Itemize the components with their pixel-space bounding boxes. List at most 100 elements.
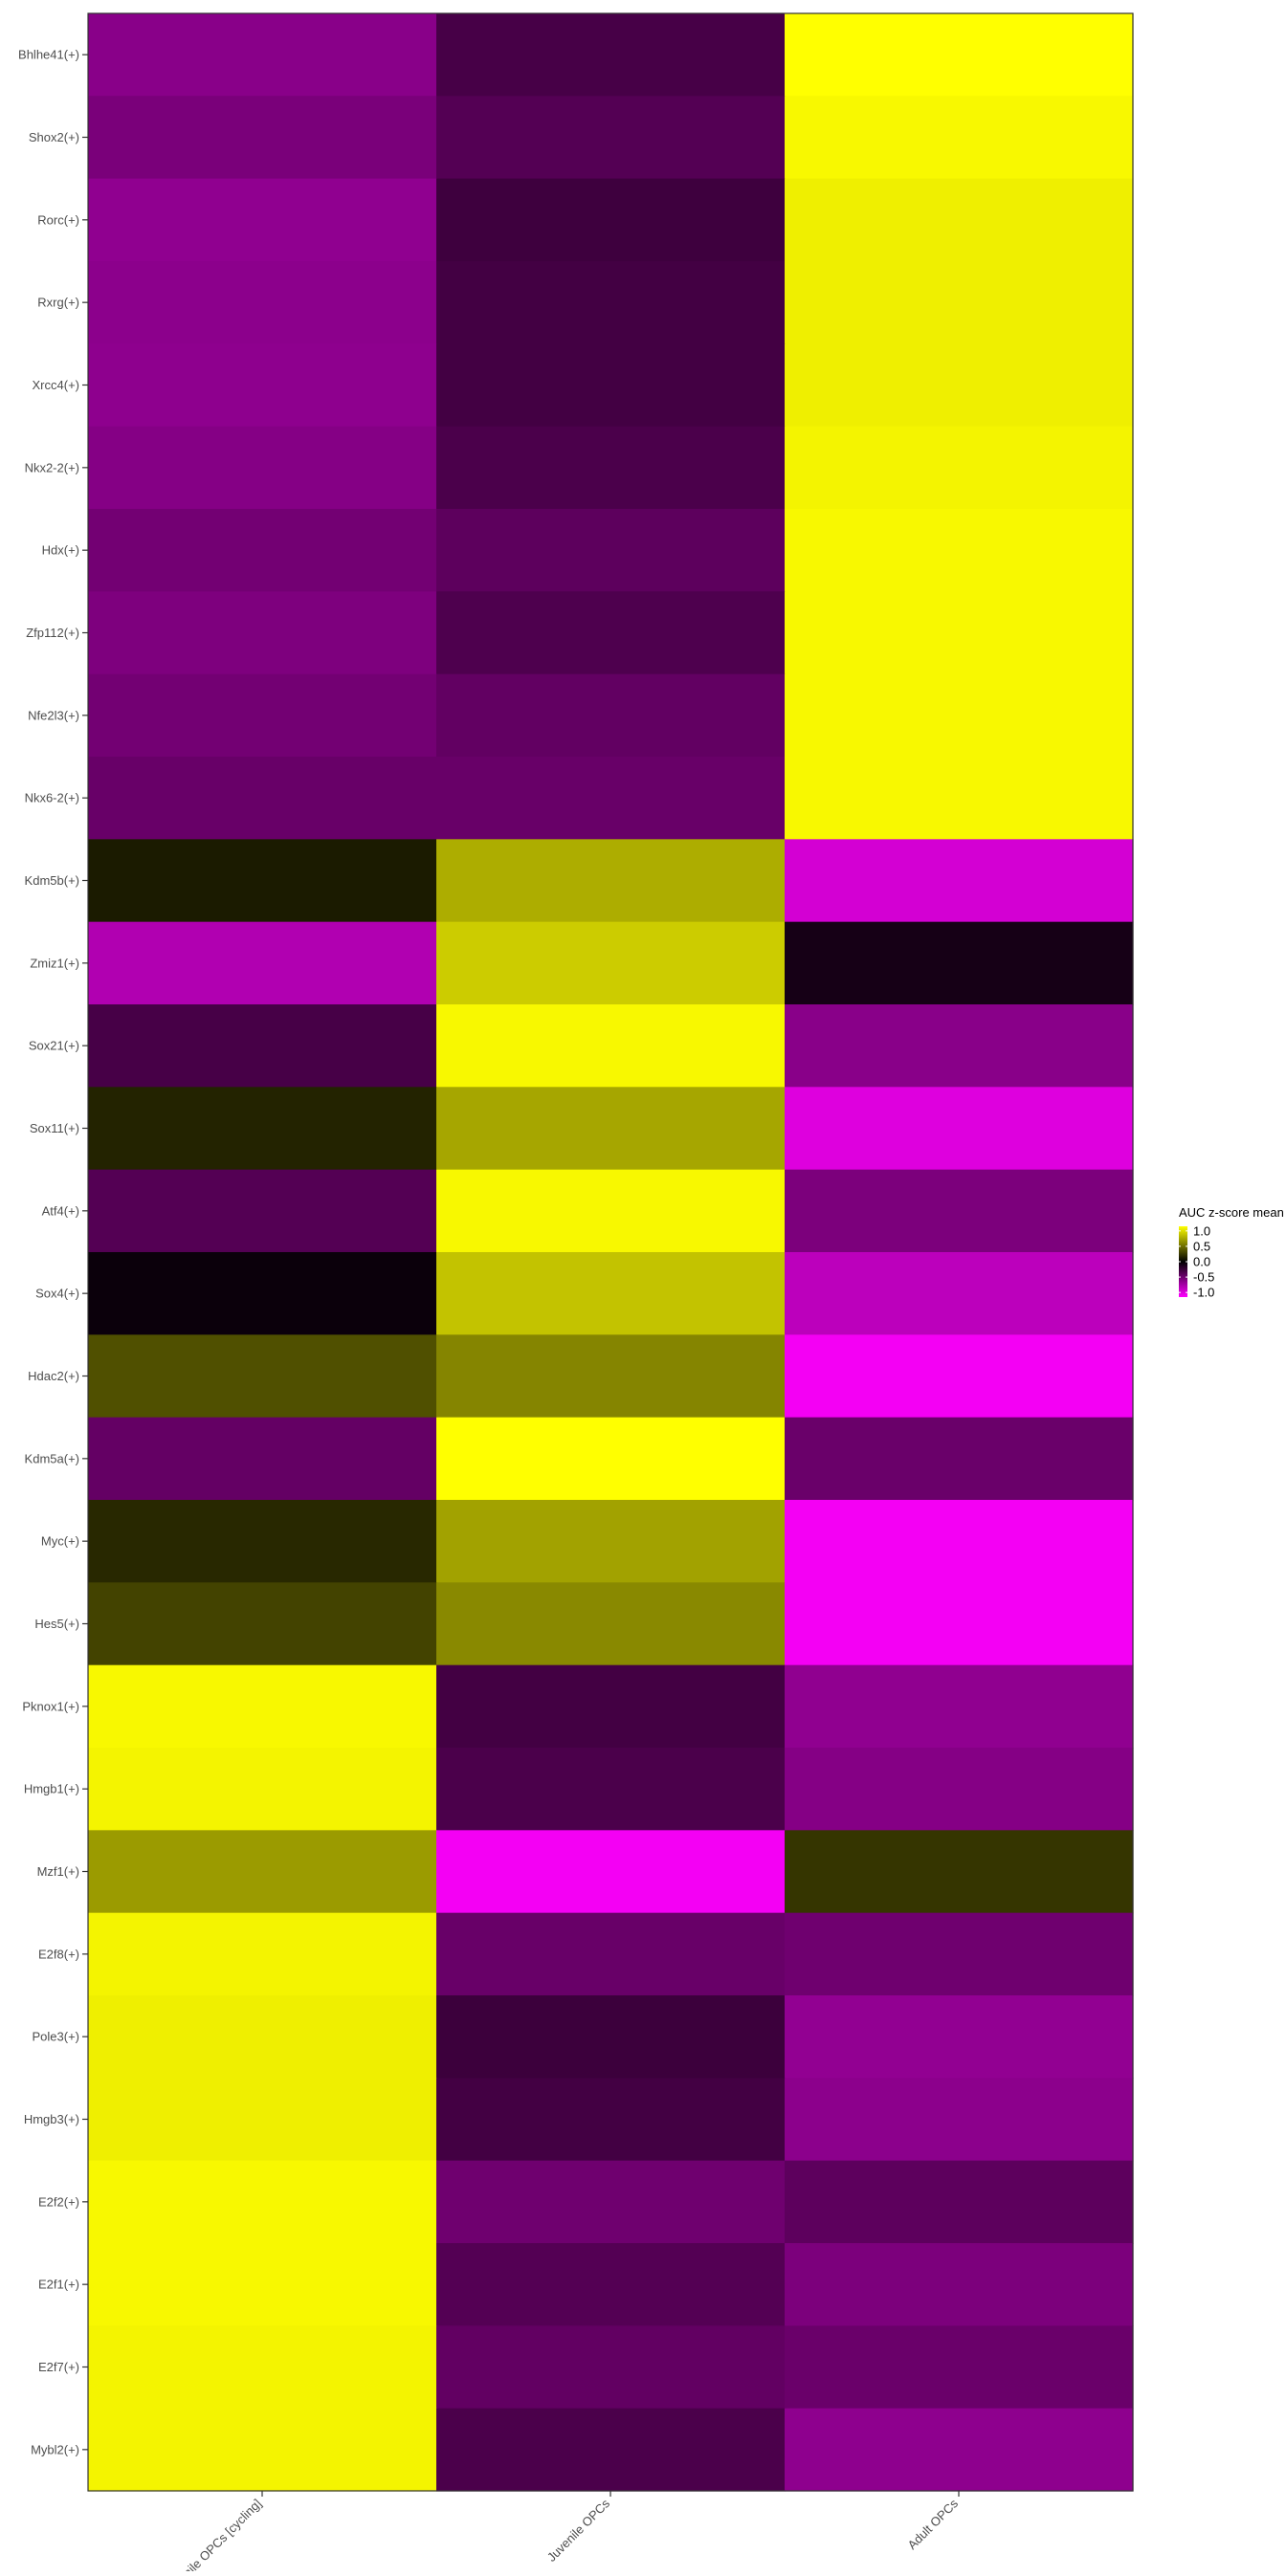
heatmap-cell [88, 343, 437, 428]
y-tick-label: E2f7(+) [38, 2360, 79, 2374]
heatmap-cell [88, 1582, 437, 1666]
heatmap-cell [88, 96, 437, 180]
heatmap-cell [88, 673, 437, 758]
heatmap-cell [436, 1748, 786, 1831]
heatmap-cell [436, 426, 786, 510]
y-tick-label: Bhlhe41(+) [18, 48, 79, 62]
heatmap-cell [436, 1004, 786, 1088]
y-tick-label: Sox4(+) [35, 1287, 79, 1301]
y-tick-label: Mybl2(+) [31, 2442, 79, 2456]
y-tick-label: Rxrg(+) [37, 296, 79, 310]
heatmap-cell [88, 839, 437, 923]
heatmap-cell [88, 426, 437, 510]
y-tick-label: Pole3(+) [33, 2030, 80, 2044]
heatmap-cell [88, 1004, 437, 1088]
y-tick-label: Hdx(+) [42, 543, 79, 558]
heatmap-cell [436, 1664, 786, 1749]
heatmap-cell [88, 2160, 437, 2244]
y-tick-label: Atf4(+) [42, 1203, 79, 1218]
heatmap-cell [88, 2408, 437, 2492]
heatmap-cell [436, 1582, 786, 1666]
heatmap-cell [785, 839, 1134, 923]
heatmap-cell [785, 178, 1134, 262]
y-tick-label: Nkx6-2(+) [25, 791, 79, 805]
y-tick-label: Myc(+) [41, 1534, 79, 1549]
heatmap-cell [436, 1995, 786, 2079]
y-tick-label: Hes5(+) [34, 1617, 79, 1631]
heatmap-cell [436, 509, 786, 592]
heatmap-cell [785, 1252, 1134, 1335]
heatmap-cell [785, 1582, 1134, 1666]
heatmap-cell [785, 2078, 1134, 2162]
heatmap-cell [436, 343, 786, 428]
heatmap-cell [436, 2408, 786, 2492]
heatmap-cell [88, 2243, 437, 2326]
heatmap-cell [88, 1830, 437, 1914]
heatmap-cell [436, 1087, 786, 1171]
y-tick-label: Rorc(+) [37, 212, 79, 227]
heatmap-cell [785, 1748, 1134, 1831]
y-tick-label: Hdac2(+) [28, 1369, 79, 1383]
heatmap-cell [88, 13, 437, 97]
heatmap-cell [436, 2160, 786, 2244]
heatmap-cell [88, 1169, 437, 1253]
heatmap-cell [436, 2243, 786, 2326]
heatmap-cell [88, 178, 437, 262]
heatmap-cell [785, 921, 1134, 1005]
heatmap-cell [785, 509, 1134, 592]
heatmap-cell [436, 2078, 786, 2162]
heatmap-cell [785, 1417, 1134, 1501]
heatmap-cell [785, 96, 1134, 180]
heatmap-cell [88, 1417, 437, 1501]
heatmap-cell [436, 261, 786, 344]
legend-color-bar [1179, 1226, 1187, 1297]
y-tick-label: Shox2(+) [29, 130, 79, 144]
legend-tick-label: -1.0 [1193, 1286, 1214, 1300]
legend-title: AUC z-score mean [1179, 1205, 1284, 1220]
y-tick-label: Mzf1(+) [37, 1864, 79, 1879]
heatmap-cell [785, 673, 1134, 758]
y-tick-label: Kdm5b(+) [25, 873, 79, 888]
heatmap-cell [88, 921, 437, 1005]
x-tick-label: Adult OPCs [904, 2496, 961, 2552]
heatmap-cell [785, 1169, 1134, 1253]
legend-tick-label: 0.0 [1193, 1255, 1210, 1269]
heatmap-cell [436, 591, 786, 675]
heatmap-cell [436, 757, 786, 840]
heatmap-cells [88, 13, 1134, 2492]
heatmap-cell [436, 1169, 786, 1253]
heatmap-cell [88, 1912, 437, 1996]
heatmap-cell [436, 839, 786, 923]
y-tick-label: Zmiz1(+) [30, 956, 79, 970]
heatmap-cell [785, 1500, 1134, 1583]
heatmap-cell [785, 13, 1134, 97]
y-tick-label: E2f8(+) [38, 1947, 79, 1961]
heatmap-cell [785, 1912, 1134, 1996]
legend-ticks: 1.00.5 0.0-0.5-1.0 [1179, 1223, 1214, 1300]
heatmap-cell [785, 2325, 1134, 2410]
heatmap-cell [436, 178, 786, 262]
x-tick-label: Juvenile OPCs [544, 2496, 613, 2565]
heatmap-cell [88, 1995, 437, 2079]
y-tick-label: E2f1(+) [38, 2278, 79, 2292]
legend-tick-label: 0.5 [1193, 1239, 1210, 1253]
heatmap-cell [785, 2243, 1134, 2326]
legend-tick-label: 1.0 [1193, 1223, 1210, 1238]
heatmap-cell [436, 1500, 786, 1583]
heatmap-cell [785, 757, 1134, 840]
y-tick-label: Kdm5a(+) [25, 1451, 79, 1465]
heatmap-cell [88, 1252, 437, 1335]
heatmap-cell [436, 1252, 786, 1335]
heatmap-cell [436, 921, 786, 1005]
heatmap-cell [785, 1087, 1134, 1171]
heatmap-cell [88, 1664, 437, 1749]
color-legend: AUC z-score mean 1.00.5 0.0-0.5-1.0 [1179, 1205, 1284, 1300]
y-tick-label: Xrcc4(+) [33, 378, 79, 392]
heatmap-cell [436, 13, 786, 97]
heatmap-cell [88, 261, 437, 344]
legend-tick-label: -0.5 [1193, 1270, 1214, 1285]
y-tick-label: Hmgb3(+) [24, 2112, 79, 2126]
y-tick-label: Nfe2l3(+) [28, 708, 79, 722]
heatmap-cell [785, 1995, 1134, 2079]
